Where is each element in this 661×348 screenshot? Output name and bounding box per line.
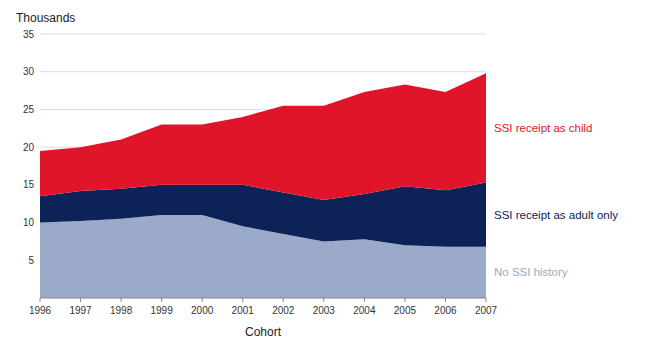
x-tick-label: 1997 <box>69 305 92 316</box>
y-tick-label: 20 <box>23 142 35 153</box>
area <box>40 73 486 200</box>
y-tick-label: 5 <box>28 255 34 266</box>
x-tick-label: 1999 <box>151 305 174 316</box>
series-label: No SSI history <box>494 266 568 278</box>
x-tick <box>283 298 284 302</box>
x-tick-label: 2005 <box>394 305 417 316</box>
y-tick-label: 35 <box>23 29 35 40</box>
x-tick <box>202 298 203 302</box>
x-tick <box>364 298 365 302</box>
x-tick-label: 1998 <box>110 305 133 316</box>
x-tick <box>404 298 405 302</box>
x-tick-label: 2007 <box>475 305 498 316</box>
x-tick-label: 2003 <box>313 305 336 316</box>
chart: 1996 1997 1998 1999 2000 2001 2002 2003 2004 2005… <box>0 0 661 348</box>
grid-line <box>40 34 486 35</box>
x-tick-label: 2002 <box>272 305 295 316</box>
x-axis <box>40 298 486 299</box>
y-tick-label: 15 <box>23 179 35 190</box>
x-tick <box>80 298 81 302</box>
x-tick <box>323 298 324 302</box>
plot-area <box>40 73 486 298</box>
grid-line <box>40 71 486 72</box>
y-tick-label: 30 <box>23 66 35 77</box>
x-tick <box>445 298 446 302</box>
x-tick-label: 2001 <box>232 305 255 316</box>
x-tick-label: 1996 <box>29 305 52 316</box>
x-tick <box>486 298 487 302</box>
x-tick <box>242 298 243 302</box>
x-tick <box>121 298 122 302</box>
x-tick-label: 2004 <box>353 305 376 316</box>
x-tick-label: 2006 <box>434 305 457 316</box>
series-label: SSI receipt as child <box>494 122 592 134</box>
y-axis-label: Thousands <box>16 11 75 25</box>
x-tick-label: 2000 <box>191 305 214 316</box>
y-tick-label: 25 <box>23 104 35 115</box>
y-tick-label: 10 <box>23 217 35 228</box>
x-tick <box>161 298 162 302</box>
x-tick <box>40 298 41 302</box>
x-axis-label: Cohort <box>245 325 282 339</box>
series-label: SSI receipt as adult only <box>494 209 618 221</box>
area <box>40 183 486 247</box>
